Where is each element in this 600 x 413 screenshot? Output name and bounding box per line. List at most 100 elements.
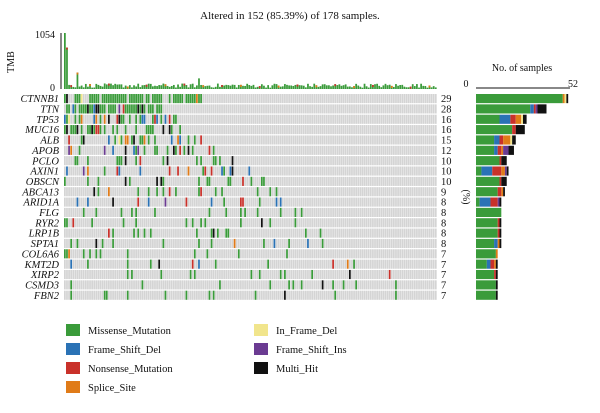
empty-cell: [223, 156, 226, 166]
mutation-cell: [137, 187, 140, 197]
empty-cell: [434, 114, 437, 124]
empty-cell: [432, 280, 435, 290]
empty-cell: [323, 176, 326, 186]
empty-cell: [409, 207, 412, 217]
empty-cell: [212, 197, 215, 207]
empty-cell: [135, 269, 137, 280]
empty-cell: [369, 269, 372, 280]
empty-cell: [99, 176, 102, 186]
empty-cell: [273, 166, 276, 176]
empty-cell: [296, 238, 299, 249]
empty-cell: [307, 197, 309, 207]
empty-cell: [235, 280, 238, 290]
empty-cell: [74, 238, 77, 249]
empty-cell: [344, 280, 347, 290]
empty-cell: [116, 207, 119, 217]
empty-cell: [196, 135, 198, 145]
empty-cell: [237, 94, 240, 104]
empty-cell: [246, 207, 249, 217]
empty-cell: [237, 166, 240, 176]
empty-cell: [281, 176, 284, 186]
empty-cell: [254, 187, 257, 197]
empty-cell: [300, 187, 303, 197]
empty-cell: [363, 228, 366, 238]
empty-cell: [250, 187, 253, 197]
empty-cell: [395, 104, 397, 114]
empty-cell: [80, 156, 83, 166]
empty-cell: [235, 125, 238, 135]
empty-cell: [357, 114, 360, 124]
empty-cell: [206, 218, 209, 228]
empty-cell: [265, 207, 267, 217]
empty-cell: [235, 207, 238, 217]
empty-cell: [68, 187, 70, 197]
empty-cell: [95, 145, 98, 155]
empty-cell: [131, 238, 133, 249]
empty-cell: [323, 156, 326, 166]
empty-cell: [110, 249, 112, 259]
mutation-cell: [135, 125, 137, 135]
empty-cell: [344, 145, 347, 155]
mutation-cell: [116, 114, 119, 124]
empty-cell: [363, 187, 366, 197]
empty-cell: [328, 259, 330, 269]
empty-cell: [401, 187, 404, 197]
empty-cell: [206, 259, 209, 269]
empty-cell: [72, 135, 75, 145]
empty-cell: [66, 197, 68, 207]
empty-cell: [411, 187, 414, 197]
empty-cell: [380, 228, 383, 238]
empty-cell: [330, 228, 332, 238]
empty-cell: [89, 259, 91, 269]
tmb-bar-cap: [258, 86, 261, 89]
empty-cell: [418, 228, 420, 238]
empty-cell: [372, 156, 374, 166]
empty-cell: [434, 145, 437, 155]
empty-cell: [363, 176, 366, 186]
empty-cell: [126, 207, 129, 217]
empty-cell: [164, 218, 167, 228]
empty-cell: [139, 249, 142, 259]
empty-cell: [244, 249, 246, 259]
tmb-bar: [430, 87, 433, 89]
tmb-bar: [76, 72, 79, 89]
empty-cell: [74, 249, 77, 259]
mutation-cell: [300, 207, 303, 217]
empty-cell: [122, 176, 125, 186]
tmb-bar-cap: [334, 84, 337, 87]
empty-cell: [432, 269, 435, 280]
empty-cell: [78, 259, 81, 269]
mutation-cell: [80, 135, 83, 145]
empty-cell: [139, 187, 142, 197]
empty-cell: [357, 290, 360, 300]
empty-cell: [323, 125, 326, 135]
empty-cell: [89, 135, 91, 145]
side-bar-segment: [495, 290, 498, 300]
empty-cell: [233, 135, 236, 145]
empty-cell: [78, 280, 81, 290]
empty-cell: [170, 249, 173, 259]
empty-cell: [348, 145, 351, 155]
empty-cell: [365, 145, 368, 155]
empty-cell: [80, 145, 83, 155]
tmb-bar: [72, 86, 75, 89]
empty-cell: [231, 238, 234, 249]
empty-cell: [101, 135, 104, 145]
empty-cell: [386, 156, 389, 166]
empty-cell: [227, 166, 230, 176]
empty-cell: [359, 249, 362, 259]
empty-cell: [76, 280, 79, 290]
empty-cell: [374, 290, 376, 300]
empty-cell: [332, 135, 334, 145]
tmb-bar: [263, 85, 265, 89]
empty-cell: [101, 249, 104, 259]
tmb-bar-cap: [221, 85, 223, 88]
empty-cell: [388, 280, 391, 290]
empty-cell: [139, 259, 142, 269]
empty-cell: [330, 249, 332, 259]
mutation-cell: [66, 114, 68, 124]
mutation-cell: [66, 249, 68, 259]
empty-cell: [250, 156, 253, 166]
mutation-cell: [91, 125, 93, 135]
mutation-cell: [135, 145, 137, 155]
